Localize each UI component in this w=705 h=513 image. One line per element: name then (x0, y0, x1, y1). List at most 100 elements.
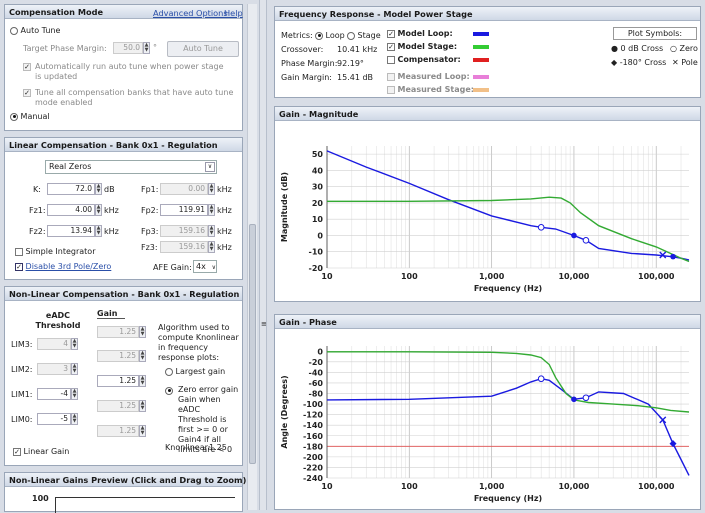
preview-y-top-label: 100 (32, 494, 49, 503)
advanced-options-link[interactable]: Advanced Options (153, 8, 228, 18)
gain-magnitude-panel: Gain - Magnitude 10 100 1,000 10,000 100,000… (274, 106, 701, 302)
y-tick-label: -240 (303, 474, 323, 483)
tune-all-text: Tune all compensation banks that have au… (35, 88, 234, 107)
fp2-spinner[interactable]: ▲ ▼ (208, 204, 215, 216)
auto-tune-button[interactable]: Auto Tune (167, 41, 239, 57)
lim1-threshold-input[interactable]: -4 (37, 388, 71, 400)
gain2-spinner[interactable]: ▲ ▼ (139, 375, 146, 387)
zero-type-select[interactable]: Real Zeros ∨ (45, 160, 217, 174)
legend-measured-stage-checkbox[interactable] (387, 85, 395, 94)
x-tick-label: 1,000 (479, 272, 505, 281)
vertical-splitter[interactable]: ≡ (259, 0, 267, 510)
help-link[interactable]: Help (224, 8, 243, 18)
magnitude-chart[interactable]: 10 100 1,000 10,000 100,00050403020100-10-20… (275, 122, 700, 302)
k-spinner[interactable]: ▲ ▼ (95, 183, 102, 195)
plot-symbols-title: Plot Symbols: (613, 27, 697, 40)
k-label: K: (33, 185, 41, 194)
metrics-loop-radio[interactable] (315, 31, 323, 40)
sym-zero-label: Zero (679, 44, 698, 53)
gain3-input[interactable]: 1.25 (97, 350, 139, 362)
series-line-model-loop (326, 377, 690, 476)
fz1-spinner[interactable]: ▲ ▼ (95, 204, 102, 216)
legend-measured-loop-swatch (473, 75, 489, 79)
fz3-input[interactable]: 159.16 (160, 241, 208, 253)
target-pm-input[interactable]: 50.0 (113, 42, 143, 54)
auto-tune-radio[interactable] (10, 26, 18, 35)
legend-model-loop-label: Model Loop: (397, 29, 453, 38)
afe-gain-label: AFE Gain: (153, 263, 192, 272)
legend-model-stage-label: Model Stage: (397, 42, 458, 51)
k-input[interactable]: 72.0 (47, 183, 95, 195)
legend-compensator-swatch (473, 58, 489, 62)
fp1-input[interactable]: 0.00 (160, 183, 208, 195)
y-tick-label: -60 (309, 379, 324, 388)
open-circle-icon: ○ (670, 44, 677, 53)
preview-plot-area[interactable] (55, 497, 235, 513)
simple-integrator-checkbox[interactable] (15, 247, 23, 256)
disable-3rd-link[interactable]: Disable 3rd Pole/Zero (25, 262, 112, 271)
crossover-label: Crossover: (281, 45, 324, 54)
fz2-input[interactable]: 13.94 (47, 225, 95, 237)
afe-gain-select[interactable]: 4x ∨ (193, 260, 217, 273)
fp3-input[interactable]: 159.16 (160, 225, 208, 237)
target-pm-spinner[interactable]: ▲ ▼ (143, 42, 150, 54)
scroll-thumb[interactable] (249, 224, 256, 464)
lim1-label: LIM1: (11, 390, 33, 399)
fz3-spinner[interactable]: ▲ ▼ (208, 241, 215, 253)
manual-label: Manual (20, 112, 50, 121)
left-scrollbar[interactable] (247, 4, 257, 510)
gain-column-header: Gain (97, 309, 125, 319)
lim0-threshold-input[interactable]: -5 (37, 413, 71, 425)
zero-marker (582, 237, 590, 244)
lim3-threshold-input[interactable]: 4 (37, 338, 71, 350)
lim3-spinner[interactable]: ▲ ▼ (71, 338, 78, 350)
legend-measured-loop-checkbox[interactable] (387, 72, 395, 81)
gain4-spinner[interactable]: ▲ ▼ (139, 326, 146, 338)
k-unit: dB (104, 185, 115, 194)
gain2-input[interactable]: 1.25 (97, 375, 139, 387)
gain0-spinner[interactable]: ▲ ▼ (139, 425, 146, 437)
x-mark-icon: ✕ (672, 58, 679, 67)
x-axis-label: Frequency (Hz) (474, 284, 542, 293)
gain0-input[interactable]: 1.25 (97, 425, 139, 437)
legend-measured-stage-label: Measured Stage: (397, 85, 475, 94)
gain1-input[interactable]: 1.25 (97, 400, 139, 412)
lim0-spinner[interactable]: ▲ ▼ (71, 413, 78, 425)
filled-circle-icon: ● (611, 44, 618, 53)
x-tick-label: 100,000 (638, 272, 675, 281)
legend-compensator-checkbox[interactable] (387, 55, 395, 64)
linear-gain-checkbox[interactable]: ✓ (13, 447, 21, 456)
lim1-spinner[interactable]: ▲ ▼ (71, 388, 78, 400)
fz2-label: Fz2: (29, 227, 46, 236)
y-tick-label: -120 (303, 411, 323, 420)
tune-all-checkbox[interactable]: ✓ (23, 88, 31, 97)
fp1-spinner[interactable]: ▲ ▼ (208, 183, 215, 195)
zero-db-cross-marker (571, 232, 577, 239)
gain3-spinner[interactable]: ▲ ▼ (139, 350, 146, 362)
disable-3rd-checkbox[interactable]: ✓ (15, 262, 23, 271)
largest-gain-radio[interactable] (165, 367, 173, 376)
fp1-unit: kHz (217, 185, 232, 194)
metrics-stage-radio[interactable] (347, 31, 355, 40)
fz2-spinner[interactable]: ▲ ▼ (95, 225, 102, 237)
fz1-input[interactable]: 4.00 (47, 204, 95, 216)
y-tick-label: 40 (312, 166, 324, 175)
legend-compensator-label: Compensator: (397, 55, 461, 64)
lim2-spinner[interactable]: ▲ ▼ (71, 363, 78, 375)
auto-run-checkbox[interactable]: ✓ (23, 62, 31, 71)
legend-model-stage-checkbox[interactable]: ✓ (387, 42, 395, 51)
frequency-response-header: Frequency Response - Model Power Stage (275, 7, 700, 21)
metrics-loop-label: Loop (325, 31, 345, 40)
zero-error-text: Zero error gain Gain when eADC Threshold… (178, 385, 239, 454)
fp2-input[interactable]: 119.91 (160, 204, 208, 216)
pole-marker (659, 251, 667, 259)
legend-model-loop-checkbox[interactable]: ✓ (387, 29, 395, 38)
gain1-spinner[interactable]: ▲ ▼ (139, 400, 146, 412)
fp3-spinner[interactable]: ▲ ▼ (208, 225, 215, 237)
zero-error-radio[interactable] (165, 386, 173, 395)
gain4-input[interactable]: 1.25 (97, 326, 139, 338)
manual-radio[interactable] (10, 112, 18, 121)
lim2-threshold-input[interactable]: 3 (37, 363, 71, 375)
phase-chart[interactable]: 10 100 1,000 10,000 100,000 0 -20-40 -60 -80-100… (275, 330, 700, 510)
y-tick-label: 0 (317, 231, 323, 240)
